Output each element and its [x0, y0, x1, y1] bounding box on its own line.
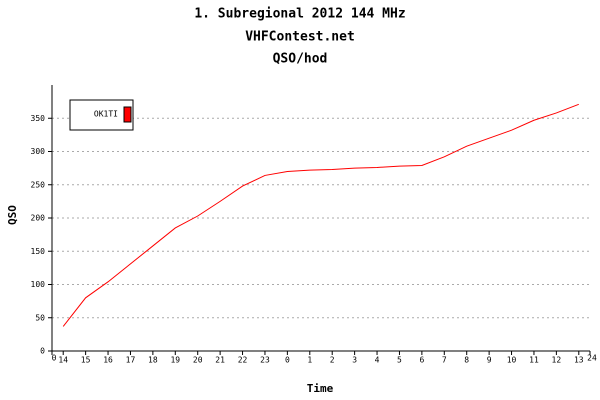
x-tick-label: 12	[552, 356, 562, 365]
x-tick-label: 4	[375, 356, 380, 365]
x-tick-label: 23	[260, 356, 270, 365]
data-line	[62, 103, 579, 327]
legend-label: OK1TI	[94, 110, 118, 119]
x-tick-label: 20	[193, 356, 203, 365]
x-tick-label: 10	[507, 356, 517, 365]
y-tick-label: 150	[31, 247, 46, 256]
y-tick-label: 0	[40, 347, 45, 356]
x-tick-label: 1	[307, 356, 312, 365]
y-tick-label: 100	[31, 280, 46, 289]
x-tick-label: 22	[238, 356, 248, 365]
y-tick-label: 350	[31, 114, 46, 123]
x-tick-label: 19	[170, 356, 180, 365]
x-tick-label: 14	[58, 356, 68, 365]
x-tick-label: 13	[574, 356, 584, 365]
x-tick-label: 2	[330, 356, 335, 365]
chart-subtitle: VHFContest.net	[245, 30, 355, 45]
x-tick-label: 6	[419, 356, 424, 365]
x-tick-label: 16	[103, 356, 113, 365]
y-tick-label: 50	[35, 313, 45, 322]
x-tick-label: 8	[464, 356, 469, 365]
y-axis-label: QSO	[6, 205, 19, 225]
chart-title: 1. Subregional 2012 144 MHz	[194, 7, 405, 22]
chart-subtitle: QSO/hod	[273, 52, 328, 67]
legend-box	[69, 99, 134, 131]
x-axis-label: Time	[307, 382, 334, 395]
y-tick-label: 200	[31, 214, 46, 223]
x-tick-label: 11	[529, 356, 539, 365]
x-tick-label: 7	[442, 356, 447, 365]
x-tick-label: 17	[126, 356, 136, 365]
x-tick-label: 9	[487, 356, 492, 365]
x-tick-label: 3	[352, 356, 357, 365]
legend-swatch	[123, 106, 132, 123]
x-tick-label: 0	[285, 356, 290, 365]
x-tick-label: 5	[397, 356, 402, 365]
y-tick-label: 300	[31, 147, 46, 156]
x-tick-label: 21	[215, 356, 225, 365]
x-tick-label: 15	[81, 356, 91, 365]
x-tick-label: 24	[587, 354, 597, 363]
y-tick-label: 250	[31, 180, 46, 189]
x-tick-label: 18	[148, 356, 158, 365]
x-tick-label: 0	[52, 354, 57, 363]
